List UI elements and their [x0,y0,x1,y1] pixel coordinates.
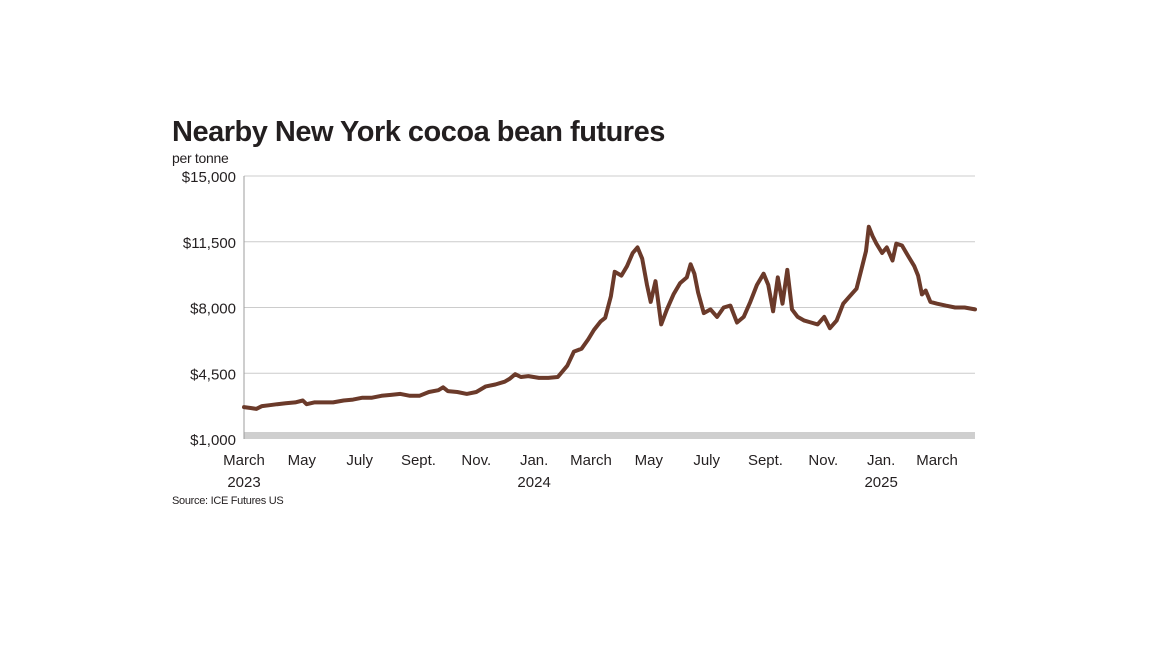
x-tick-label: March [916,452,958,469]
x-tick-label: July [693,452,720,469]
x-axis-ticks: March 2023 May July Sept. Nov. Jan. 2024 March Ma… [223,452,958,491]
x-tick-label: Jan. [867,452,895,469]
x-tick-label: Jan. [520,452,548,469]
x-tick-label: Sept. [401,452,436,469]
x-tick-label: July [346,452,373,469]
y-tick-label: $1,000 [190,432,236,449]
x-tick-label: Nov. [808,452,838,469]
chart-title: Nearby New York cocoa bean futures [172,116,665,148]
x-tick-label: May [635,452,664,469]
price-line [242,224,977,411]
y-axis-unit-label: per tonne [172,150,229,166]
x-tick-label: Sept. [748,452,783,469]
x-axis-band [244,432,975,439]
y-tick-label: $15,000 [182,169,236,186]
chart-source: Source: ICE Futures US [172,495,284,507]
x-tick-label: May [288,452,317,469]
y-tick-label: $11,500 [183,235,236,252]
x-tick-label: March [570,452,612,469]
series-layer [242,224,977,411]
x-tick-year-label: 2025 [864,474,897,491]
y-tick-label: $8,000 [190,301,236,318]
x-tick-year-label: 2023 [227,474,260,491]
y-axis-ticks: $15,000 $11,500 $8,000 $4,500 $1,000 [182,169,236,449]
grid-lines [244,175,975,374]
x-tick-label: Nov. [461,452,491,469]
x-tick-label: March [223,452,265,469]
x-tick-year-label: 2024 [517,474,550,491]
y-tick-label: $4,500 [190,366,236,383]
